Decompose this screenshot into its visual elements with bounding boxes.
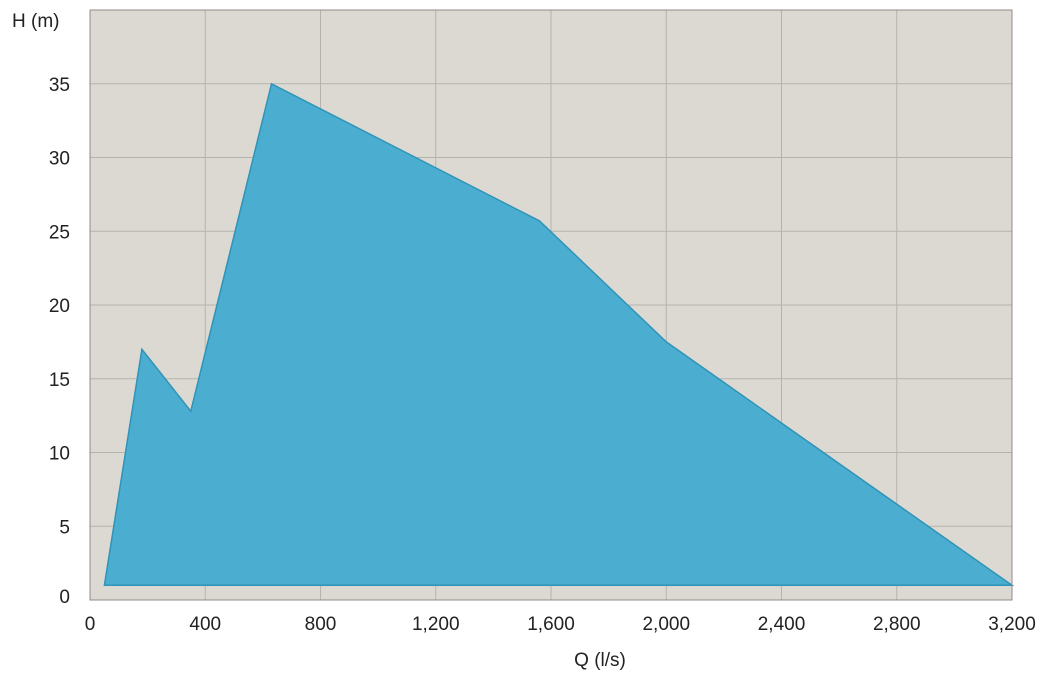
- x-tick-label: 3,200: [988, 614, 1036, 635]
- y-tick-label: 5: [59, 517, 70, 538]
- x-axis-ticks: 0 400 800 1,200 1,600 2,000 2,400 2,800 3,200: [85, 614, 1036, 635]
- y-tick-label: 15: [49, 370, 70, 391]
- y-axis-label: H (m): [12, 11, 59, 32]
- plot-frame: [89, 9, 1013, 601]
- y-tick-label: 10: [49, 444, 70, 465]
- x-tick-label: 800: [305, 614, 337, 635]
- x-tick-label: 1,200: [412, 614, 460, 635]
- x-axis-label: Q (l/s): [574, 650, 626, 671]
- x-tick-label: 1,600: [527, 614, 575, 635]
- x-tick-label: 0: [85, 614, 96, 635]
- operating-range-area: [103, 82, 1015, 587]
- y-tick-label: 0: [59, 587, 70, 608]
- y-tick-label: 30: [49, 149, 70, 170]
- x-tick-label: 2,400: [758, 614, 806, 635]
- x-tick-label: 2,800: [873, 614, 921, 635]
- y-tick-label: 25: [49, 222, 70, 243]
- y-tick-label: 35: [49, 75, 70, 96]
- x-tick-label: 400: [189, 614, 221, 635]
- y-axis-ticks: 0 5 10 15 20 25 30 35: [49, 75, 70, 608]
- x-tick-label: 2,000: [642, 614, 690, 635]
- y-tick-label: 20: [49, 296, 70, 317]
